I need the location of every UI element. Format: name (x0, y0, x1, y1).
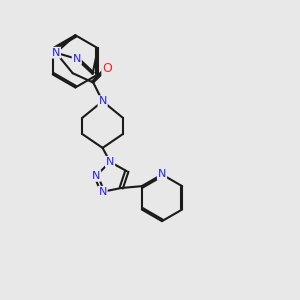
Text: N: N (73, 54, 81, 64)
Text: N: N (98, 96, 107, 106)
Text: N: N (92, 171, 100, 181)
Text: N: N (98, 187, 107, 197)
Text: N: N (106, 157, 114, 167)
Text: N: N (52, 48, 60, 58)
Text: N: N (158, 169, 166, 179)
Text: O: O (102, 62, 112, 75)
